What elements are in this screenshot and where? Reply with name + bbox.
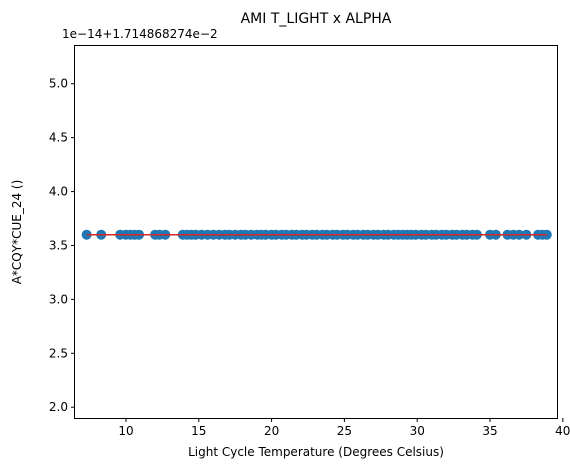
chart-title: AMI T_LIGHT x ALPHA	[241, 11, 392, 27]
plot-frame	[74, 45, 558, 419]
y-tick-label: 2.5	[49, 346, 68, 360]
x-tick-label: 40	[555, 424, 570, 438]
y-tick-label: 4.5	[49, 131, 68, 145]
y-offset-label: 1e−14+1.714868274e−2	[62, 27, 218, 41]
y-tick-label: 2.0	[49, 400, 68, 414]
y-axis-ticks: 2.0 2.5 3.0 3.5 4.0 4.5 5.0	[49, 77, 75, 414]
y-tick-label: 3.0	[49, 292, 68, 306]
y-tick-label: 3.5	[49, 238, 68, 252]
x-tick-label: 35	[482, 424, 497, 438]
x-tick-label: 10	[118, 424, 133, 438]
x-tick-label: 20	[264, 424, 279, 438]
x-axis-ticks: 10 15 20 25 30 35 40	[118, 418, 570, 438]
x-tick-label: 30	[410, 424, 425, 438]
y-axis-label: A*CQY*CUE_24 ()	[10, 180, 24, 285]
y-tick-label: 4.0	[49, 185, 68, 199]
x-axis-label: Light Cycle Temperature (Degrees Celsius…	[188, 445, 444, 459]
plot-layer	[81, 229, 552, 240]
x-tick-label: 25	[337, 424, 352, 438]
y-tick-label: 5.0	[49, 77, 68, 91]
x-tick-label: 15	[191, 424, 206, 438]
